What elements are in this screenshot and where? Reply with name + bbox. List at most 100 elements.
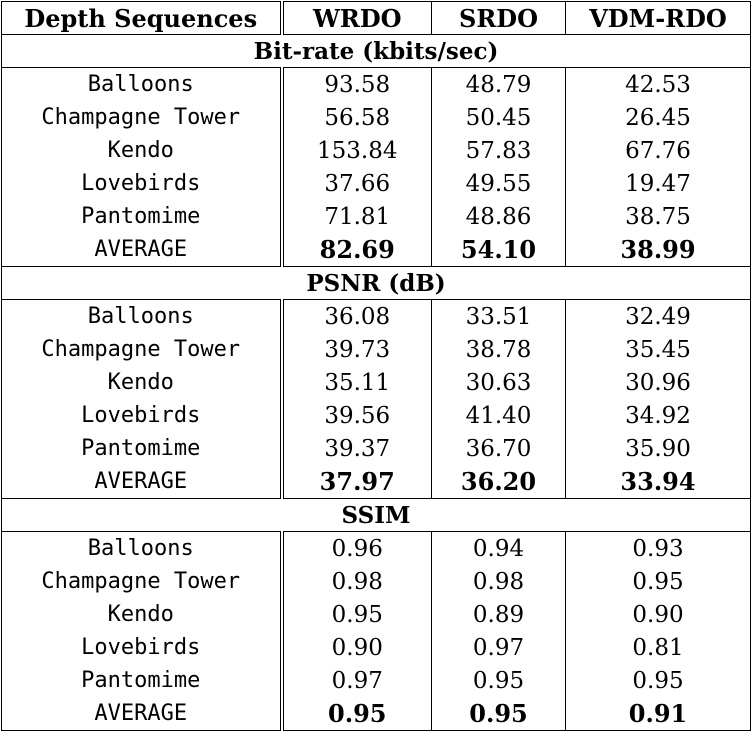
wrdo-value: 153.84 <box>281 134 432 167</box>
wrdo-average: 37.97 <box>281 465 432 499</box>
table-row: Balloons 36.08 33.51 32.49 <box>1 299 751 333</box>
srdo-value: 30.63 <box>431 366 566 399</box>
wrdo-value: 36.08 <box>281 299 432 333</box>
wrdo-value: 39.37 <box>281 432 432 465</box>
vdm-rdo-value: 19.47 <box>565 167 751 200</box>
vdm-rdo-average: 0.91 <box>565 697 751 731</box>
wrdo-average: 82.69 <box>281 233 432 267</box>
header-depth-sequences: Depth Sequences <box>1 1 284 35</box>
table-row: Kendo 35.11 30.63 30.96 <box>1 366 751 399</box>
vdm-rdo-value: 38.75 <box>565 200 751 233</box>
sequence-name: Champagne Tower <box>1 333 284 366</box>
table-row: Pantomime 71.81 48.86 38.75 <box>1 200 751 233</box>
average-row: AVERAGE 82.69 54.10 38.99 <box>1 233 751 267</box>
average-label: AVERAGE <box>1 465 284 499</box>
srdo-value: 48.79 <box>431 67 566 101</box>
vdm-rdo-average: 33.94 <box>565 465 751 499</box>
results-table: Depth Sequences WRDO SRDO VDM-RDO Bit-ra… <box>1 1 751 731</box>
vdm-rdo-value: 0.93 <box>565 531 751 565</box>
vdm-rdo-value: 42.53 <box>565 67 751 101</box>
header-row: Depth Sequences WRDO SRDO VDM-RDO <box>1 1 751 35</box>
vdm-rdo-value: 0.95 <box>565 565 751 598</box>
vdm-rdo-value: 30.96 <box>565 366 751 399</box>
header-srdo: SRDO <box>431 1 566 35</box>
srdo-value: 0.97 <box>431 631 566 664</box>
srdo-value: 0.95 <box>431 664 566 697</box>
wrdo-average: 0.95 <box>281 697 432 731</box>
table-row: Kendo 153.84 57.83 67.76 <box>1 134 751 167</box>
sequence-name: Balloons <box>1 531 284 565</box>
srdo-value: 48.86 <box>431 200 566 233</box>
srdo-value: 0.98 <box>431 565 566 598</box>
wrdo-value: 0.90 <box>281 631 432 664</box>
header-wrdo: WRDO <box>281 1 432 35</box>
average-label: AVERAGE <box>1 697 284 731</box>
srdo-average: 0.95 <box>431 697 566 731</box>
table-row: Kendo 0.95 0.89 0.90 <box>1 598 751 631</box>
sequence-name: Lovebirds <box>1 167 284 200</box>
table-row: Lovebirds 37.66 49.55 19.47 <box>1 167 751 200</box>
sequence-name: Balloons <box>1 67 284 101</box>
table-row: Balloons 0.96 0.94 0.93 <box>1 531 751 565</box>
vdm-rdo-value: 32.49 <box>565 299 751 333</box>
sequence-name: Lovebirds <box>1 399 284 432</box>
section-title-row: SSIM <box>1 498 751 532</box>
average-row: AVERAGE 37.97 36.20 33.94 <box>1 465 751 499</box>
srdo-value: 38.78 <box>431 333 566 366</box>
table-row: Lovebirds 0.90 0.97 0.81 <box>1 631 751 664</box>
average-label: AVERAGE <box>1 233 284 267</box>
wrdo-value: 0.97 <box>281 664 432 697</box>
srdo-value: 33.51 <box>431 299 566 333</box>
srdo-value: 0.94 <box>431 531 566 565</box>
wrdo-value: 39.73 <box>281 333 432 366</box>
average-row: AVERAGE 0.95 0.95 0.91 <box>1 697 751 731</box>
sequence-name: Pantomime <box>1 200 284 233</box>
wrdo-value: 35.11 <box>281 366 432 399</box>
srdo-value: 57.83 <box>431 134 566 167</box>
wrdo-value: 0.95 <box>281 598 432 631</box>
vdm-rdo-value: 26.45 <box>565 101 751 134</box>
srdo-value: 36.70 <box>431 432 566 465</box>
vdm-rdo-value: 0.81 <box>565 631 751 664</box>
sequence-name: Kendo <box>1 134 284 167</box>
table-row: Champagne Tower 56.58 50.45 26.45 <box>1 101 751 134</box>
wrdo-value: 0.98 <box>281 565 432 598</box>
vdm-rdo-value: 0.95 <box>565 664 751 697</box>
table-row: Champagne Tower 39.73 38.78 35.45 <box>1 333 751 366</box>
wrdo-value: 39.56 <box>281 399 432 432</box>
srdo-value: 0.89 <box>431 598 566 631</box>
wrdo-value: 71.81 <box>281 200 432 233</box>
table-row: Pantomime 0.97 0.95 0.95 <box>1 664 751 697</box>
sequence-name: Pantomime <box>1 432 284 465</box>
wrdo-value: 37.66 <box>281 167 432 200</box>
vdm-rdo-average: 38.99 <box>565 233 751 267</box>
table-row: Champagne Tower 0.98 0.98 0.95 <box>1 565 751 598</box>
section-title-row: Bit-rate (kbits/sec) <box>1 34 751 68</box>
section-title: Bit-rate (kbits/sec) <box>1 34 751 68</box>
sequence-name: Balloons <box>1 299 284 333</box>
srdo-value: 50.45 <box>431 101 566 134</box>
sequence-name: Champagne Tower <box>1 101 284 134</box>
sequence-name: Champagne Tower <box>1 565 284 598</box>
vdm-rdo-value: 35.90 <box>565 432 751 465</box>
table-row: Pantomime 39.37 36.70 35.90 <box>1 432 751 465</box>
vdm-rdo-value: 67.76 <box>565 134 751 167</box>
srdo-average: 36.20 <box>431 465 566 499</box>
wrdo-value: 93.58 <box>281 67 432 101</box>
srdo-value: 41.40 <box>431 399 566 432</box>
header-vdm-rdo: VDM-RDO <box>565 1 751 35</box>
srdo-value: 49.55 <box>431 167 566 200</box>
vdm-rdo-value: 0.90 <box>565 598 751 631</box>
section-title: PSNR (dB) <box>1 266 751 300</box>
wrdo-value: 0.96 <box>281 531 432 565</box>
section-title: SSIM <box>1 498 751 532</box>
sequence-name: Kendo <box>1 366 284 399</box>
section-title-row: PSNR (dB) <box>1 266 751 300</box>
sequence-name: Kendo <box>1 598 284 631</box>
table-row: Balloons 93.58 48.79 42.53 <box>1 67 751 101</box>
wrdo-value: 56.58 <box>281 101 432 134</box>
srdo-average: 54.10 <box>431 233 566 267</box>
sequence-name: Lovebirds <box>1 631 284 664</box>
sequence-name: Pantomime <box>1 664 284 697</box>
vdm-rdo-value: 34.92 <box>565 399 751 432</box>
